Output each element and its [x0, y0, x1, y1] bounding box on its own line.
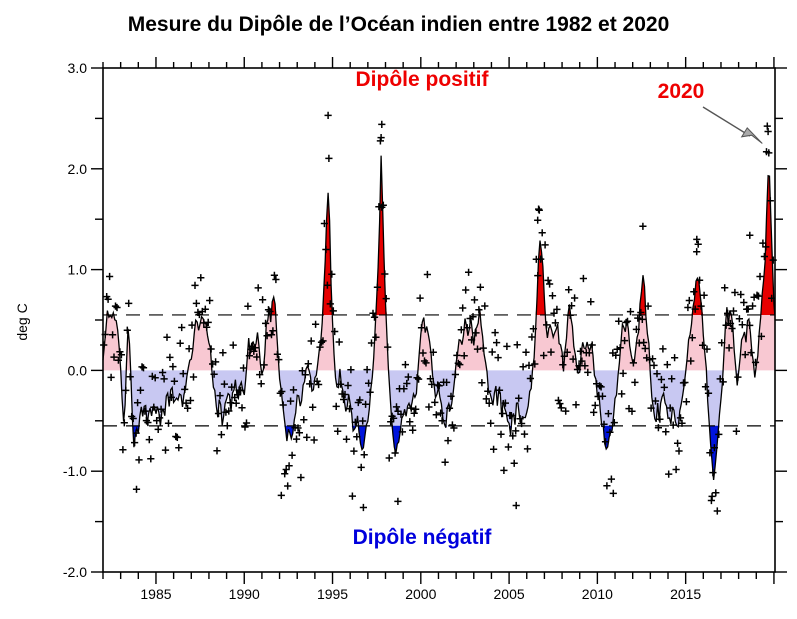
x-tick-label: 2005 [494, 586, 525, 602]
x-tick-label: 2010 [582, 586, 613, 602]
chart-title: Mesure du Dipôle de l’Océan indien entre… [127, 13, 670, 36]
y-tick-label: 0.0 [68, 362, 88, 378]
monthly-markers [100, 111, 777, 515]
y-tick-label: 2.0 [68, 161, 88, 177]
x-tick-label: 2000 [405, 586, 436, 602]
arrow-2020-line [702, 106, 751, 137]
y-axis-title: deg C [14, 303, 30, 341]
arrow-2020-head [740, 127, 763, 144]
y-tick-label: 3.0 [68, 60, 88, 76]
iod-curve [102, 155, 776, 480]
fill-negative-strong [103, 425, 775, 480]
x-tick-label: 1990 [229, 586, 260, 602]
fill-positive-weak [103, 315, 775, 371]
y-tick-label: 1.0 [68, 262, 88, 278]
negative-dipole-label: Dipôle négatif [352, 526, 492, 549]
fill-negative-weak [103, 370, 775, 426]
x-tick-label: 2015 [670, 586, 701, 602]
year-2020-label: 2020 [657, 80, 705, 103]
x-tick-label: 1985 [140, 586, 171, 602]
positive-dipole-label: Dipôle positif [355, 68, 489, 91]
y-tick-label: -1.0 [63, 463, 87, 479]
x-tick-label: 1995 [317, 586, 348, 602]
fill-positive-strong [103, 155, 775, 315]
y-tick-label: -2.0 [63, 564, 87, 580]
